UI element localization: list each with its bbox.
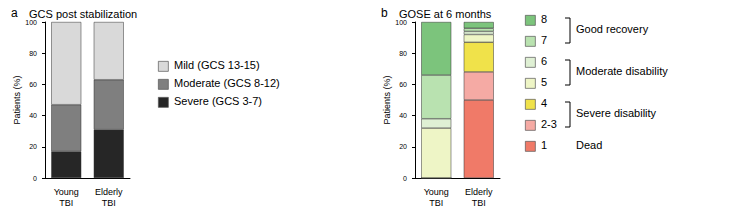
svg-text:Severe (GCS 3-7): Severe (GCS 3-7): [174, 95, 262, 107]
svg-text:Good recovery: Good recovery: [576, 23, 649, 35]
svg-text:Moderate disability: Moderate disability: [576, 65, 668, 77]
svg-text:0: 0: [403, 175, 407, 182]
svg-text:GOSE at 6 months: GOSE at 6 months: [399, 8, 492, 20]
svg-text:20: 20: [399, 143, 407, 150]
svg-text:Severe disability: Severe disability: [576, 107, 657, 119]
svg-text:4: 4: [541, 97, 547, 109]
svg-text:80: 80: [399, 50, 407, 57]
svg-text:60: 60: [29, 81, 37, 88]
svg-text:5: 5: [541, 76, 547, 88]
svg-text:Elderly: Elderly: [95, 187, 123, 197]
svg-text:1: 1: [541, 139, 547, 151]
svg-text:100: 100: [25, 19, 37, 26]
svg-text:Patients (%): Patients (%): [12, 75, 22, 124]
svg-text:GCS post stabilization: GCS post stabilization: [29, 8, 137, 20]
svg-text:b: b: [381, 6, 388, 20]
svg-text:8: 8: [541, 13, 547, 25]
svg-text:a: a: [11, 6, 18, 20]
svg-text:40: 40: [29, 112, 37, 119]
svg-text:0: 0: [33, 175, 37, 182]
svg-text:2-3: 2-3: [541, 118, 557, 130]
svg-text:Patients (%): Patients (%): [382, 75, 392, 124]
svg-text:Young: Young: [424, 187, 449, 197]
svg-text:TBI: TBI: [472, 198, 486, 208]
svg-text:100: 100: [395, 19, 407, 26]
svg-text:Mild (GCS 13-15): Mild (GCS 13-15): [174, 59, 260, 71]
svg-text:TBI: TBI: [429, 198, 443, 208]
svg-text:Elderly: Elderly: [465, 187, 493, 197]
svg-text:Dead: Dead: [576, 139, 602, 151]
svg-text:6: 6: [541, 55, 547, 67]
svg-text:Young: Young: [54, 187, 79, 197]
svg-text:TBI: TBI: [102, 198, 116, 208]
svg-text:80: 80: [29, 50, 37, 57]
svg-text:Moderate (GCS 8-12): Moderate (GCS 8-12): [174, 77, 280, 89]
svg-text:40: 40: [399, 112, 407, 119]
svg-text:TBI: TBI: [59, 198, 73, 208]
svg-text:7: 7: [541, 34, 547, 46]
svg-text:60: 60: [399, 81, 407, 88]
svg-text:20: 20: [29, 143, 37, 150]
